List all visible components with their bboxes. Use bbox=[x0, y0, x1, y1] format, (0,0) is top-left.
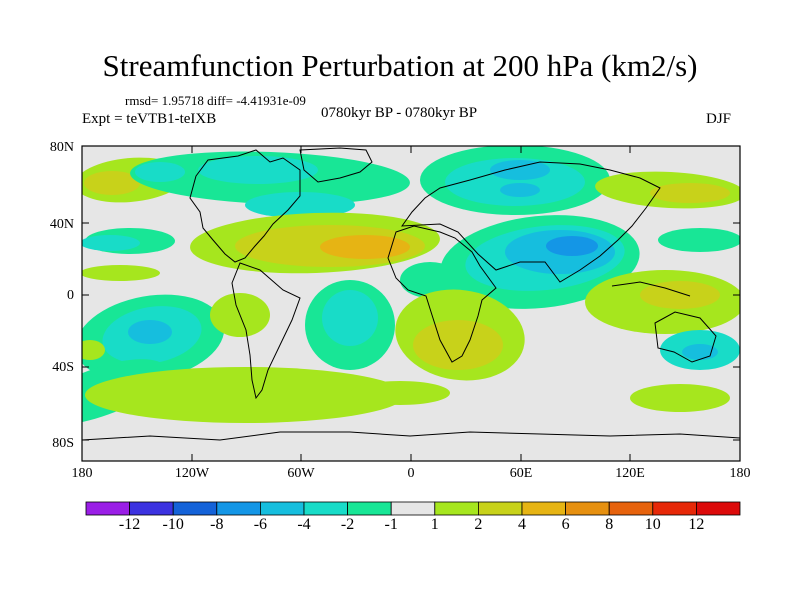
positive-anomaly-tropical-pacific bbox=[82, 265, 160, 281]
positive-anomaly-north-pacific bbox=[84, 171, 140, 195]
australia-coastline bbox=[654, 311, 717, 363]
colorbar-swatch bbox=[129, 501, 174, 516]
north-america-coastline bbox=[189, 149, 301, 263]
colorbar-label: -6 bbox=[253, 516, 268, 533]
lat-tick-label: 40N bbox=[49, 217, 74, 232]
colorbar-swatch bbox=[477, 501, 523, 516]
negative-anomaly-south-atlantic bbox=[322, 290, 378, 346]
colorbar-label: 2 bbox=[474, 516, 483, 533]
lon-tick-label: 0 bbox=[407, 466, 415, 481]
chart-title: Streamfunction Perturbation at 200 hPa (… bbox=[102, 48, 698, 83]
positive-anomaly-southern-africa bbox=[413, 320, 503, 370]
colorbar-swatch bbox=[696, 501, 741, 516]
south-america-coastline bbox=[231, 262, 301, 400]
lon-tick-label: 60E bbox=[509, 466, 533, 481]
map-plot-area bbox=[82, 146, 740, 461]
negative-anomaly-north-pacific bbox=[135, 162, 185, 182]
negative-anomaly-siberia bbox=[500, 183, 540, 197]
colorbar-label: 6 bbox=[561, 516, 570, 533]
negative-anomaly-south-pacific bbox=[128, 320, 172, 344]
positive-anomaly-southern-ocean bbox=[350, 381, 450, 405]
colorbar-swatch bbox=[608, 501, 654, 516]
lat-tick-label: 0 bbox=[67, 288, 74, 303]
negative-anomaly-arctic bbox=[198, 156, 318, 184]
lon-tick-label: 120E bbox=[615, 466, 645, 481]
positive-anomaly-southern-ocean bbox=[82, 340, 105, 360]
experiment-label: Expt = teVTB1-teIXB bbox=[82, 111, 217, 127]
lon-tick-label: 180 bbox=[729, 466, 751, 481]
colorbar-swatch bbox=[303, 501, 348, 516]
negative-anomaly-africa bbox=[400, 262, 460, 298]
lon-tick-label: 120W bbox=[174, 466, 210, 481]
positive-anomaly-southern-ocean bbox=[85, 367, 405, 423]
lat-tick-label: 40S bbox=[52, 360, 74, 375]
colorbar-label: -1 bbox=[384, 516, 398, 533]
positive-anomaly-southern-ocean bbox=[630, 384, 730, 412]
colorbar-swatch bbox=[565, 501, 610, 516]
colorbar-swatch bbox=[434, 501, 479, 516]
axis-ticks bbox=[81, 145, 741, 461]
eurasia-coastline bbox=[400, 161, 661, 283]
lon-tick-label: 180 bbox=[71, 466, 93, 481]
negative-anomaly-subtropical-pacific bbox=[82, 235, 140, 251]
colorbar-label: 1 bbox=[430, 516, 439, 533]
period-label: 0780kyr BP - 0780kyr BP bbox=[321, 105, 478, 121]
africa-coastline bbox=[387, 225, 497, 363]
negative-anomaly-west-pacific bbox=[658, 228, 740, 252]
colorbar-swatch bbox=[390, 501, 436, 516]
colorbar-label: -2 bbox=[340, 516, 355, 533]
colorbar-swatch bbox=[259, 501, 305, 516]
stats-line: rmsd= 1.95718 diff= -4.41931e-09 bbox=[125, 93, 306, 108]
colorbar-label: 10 bbox=[644, 516, 661, 533]
colorbar-swatch bbox=[216, 501, 261, 516]
indonesia-coastline bbox=[611, 281, 691, 297]
negative-anomaly-asia bbox=[546, 236, 598, 256]
lon-tick-label: 60W bbox=[287, 466, 315, 481]
colorbar-label: -4 bbox=[297, 516, 311, 533]
positive-anomaly-maritime-continent bbox=[640, 281, 720, 309]
lat-tick-label: 80N bbox=[49, 140, 74, 155]
colorbar-label: 12 bbox=[688, 516, 705, 533]
greenland-coastline bbox=[299, 147, 373, 183]
positive-anomaly-atlantic bbox=[320, 235, 410, 259]
lat-tick-label: 80S bbox=[52, 436, 74, 451]
colorbar-label: 8 bbox=[605, 516, 614, 533]
colorbar-label: 4 bbox=[518, 516, 526, 533]
colorbar-swatch bbox=[652, 501, 697, 516]
colorbar-swatch bbox=[347, 501, 392, 516]
antarctica-coastline bbox=[82, 431, 740, 441]
colorbar-swatch bbox=[172, 501, 218, 516]
positive-anomaly-north-pacific-east bbox=[650, 183, 730, 203]
colorbar-label: -12 bbox=[118, 516, 141, 533]
negative-anomaly-north-atlantic bbox=[245, 192, 355, 218]
colorbar-label: -8 bbox=[210, 516, 224, 533]
season-label: DJF bbox=[706, 111, 732, 127]
colorbar-label: -10 bbox=[162, 516, 184, 533]
colorbar bbox=[85, 501, 741, 516]
colorbar-swatch bbox=[85, 501, 130, 516]
negative-anomaly-siberia bbox=[490, 160, 550, 180]
colorbar-swatch bbox=[521, 501, 566, 516]
